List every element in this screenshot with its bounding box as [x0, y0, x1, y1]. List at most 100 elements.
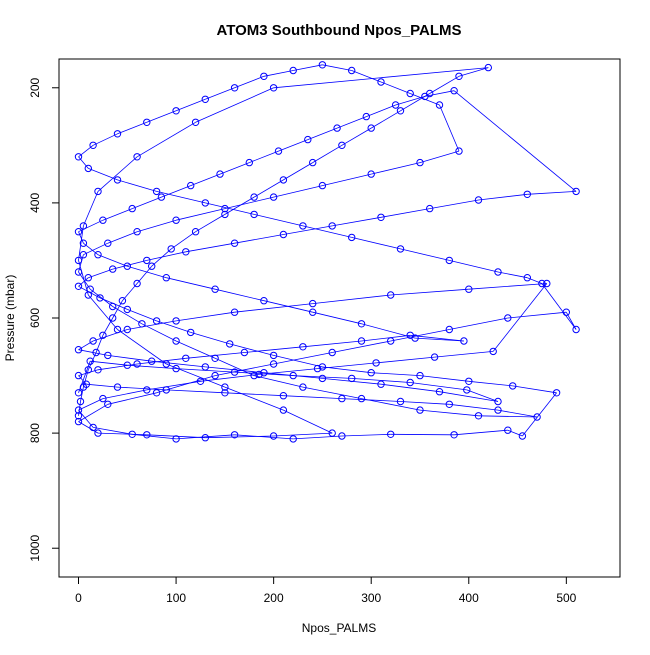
data-point	[157, 193, 166, 201]
data-point	[289, 371, 297, 380]
series-segment	[176, 311, 235, 322]
series-segment	[492, 283, 548, 352]
data-point	[269, 360, 278, 368]
data-point	[460, 337, 468, 345]
series-segment	[253, 179, 284, 198]
series-segment	[351, 70, 382, 83]
data-point	[396, 245, 405, 253]
data-point	[328, 222, 336, 230]
series-segment	[127, 364, 177, 369]
data-point	[279, 176, 288, 184]
series-segment	[146, 251, 186, 261]
y-axis-label: Pressure (mbar)	[3, 275, 17, 362]
series-segment	[341, 127, 372, 146]
series-segment	[185, 242, 235, 253]
data-point	[279, 230, 288, 239]
data-point	[104, 400, 112, 408]
data-point	[172, 435, 180, 443]
data-point	[494, 397, 502, 406]
series-segment	[78, 231, 84, 244]
data-point	[79, 222, 88, 230]
data-point	[94, 366, 102, 374]
x-tick-label: 500	[556, 591, 576, 605]
data-point	[113, 176, 122, 184]
data-point	[269, 84, 278, 92]
data-point	[113, 130, 122, 138]
series-segment	[190, 173, 221, 186]
series-segment	[132, 196, 162, 209]
series-segment	[283, 162, 313, 181]
series-segment	[322, 366, 372, 374]
series-segment	[170, 231, 196, 250]
series-segment	[429, 75, 460, 94]
series-segment	[361, 334, 411, 342]
data-point	[196, 377, 205, 385]
data-point	[187, 181, 195, 190]
data-point	[226, 340, 234, 348]
data-point	[74, 268, 83, 276]
series-segment	[527, 277, 543, 284]
data-point	[465, 285, 473, 293]
series-segment	[273, 355, 323, 368]
y-tick-label: 1000	[28, 535, 42, 562]
data-point	[504, 426, 512, 434]
data-point	[357, 320, 366, 328]
data-point	[133, 153, 141, 161]
data-point	[109, 265, 117, 273]
data-point	[201, 363, 210, 371]
series-segment	[78, 409, 94, 428]
series-segment	[454, 429, 508, 436]
series-segment	[136, 219, 177, 233]
series-segment	[507, 429, 523, 437]
data-point	[260, 297, 268, 305]
series-segment	[478, 193, 528, 201]
series-segment	[317, 362, 377, 369]
series-segment	[507, 311, 567, 319]
series-segment	[429, 199, 479, 209]
series-segment	[166, 363, 226, 388]
data-point	[489, 347, 497, 356]
series-segment	[78, 375, 87, 385]
series-segment	[370, 110, 401, 129]
data-point	[411, 334, 419, 342]
data-point	[221, 383, 229, 391]
series-segment	[293, 435, 342, 440]
series-segment	[419, 150, 460, 163]
data-point	[318, 61, 327, 69]
data-point	[250, 210, 258, 219]
data-point	[230, 308, 239, 316]
data-point	[89, 423, 97, 432]
data-point	[118, 297, 127, 305]
data-point	[269, 351, 278, 360]
data-point	[230, 431, 239, 439]
data-point	[333, 124, 341, 132]
data-point	[309, 299, 317, 308]
data-point	[113, 383, 122, 391]
series-segment	[336, 116, 367, 129]
series-segment	[122, 283, 138, 301]
series-segment	[205, 366, 264, 374]
series-segment	[283, 225, 333, 235]
data-point	[552, 389, 561, 397]
series-segment	[453, 90, 577, 192]
data-point	[109, 302, 117, 311]
data-point	[523, 274, 531, 282]
data-point	[230, 84, 239, 92]
series-segment	[380, 383, 440, 393]
y-tick-label: 800	[28, 423, 42, 443]
series-segment	[293, 64, 323, 71]
data-point	[377, 213, 385, 222]
series-segment	[97, 156, 138, 192]
data-point	[148, 357, 156, 365]
data-point	[211, 371, 219, 380]
series-segment	[302, 386, 362, 399]
series-segment	[156, 191, 206, 204]
series-segment	[307, 127, 338, 140]
data-point	[348, 233, 356, 242]
data-point	[152, 187, 161, 196]
series-segment	[424, 90, 455, 97]
series-segment	[166, 277, 216, 290]
x-tick-label: 100	[166, 591, 186, 605]
series-segment	[195, 87, 274, 123]
x-tick-label: 0	[75, 591, 82, 605]
